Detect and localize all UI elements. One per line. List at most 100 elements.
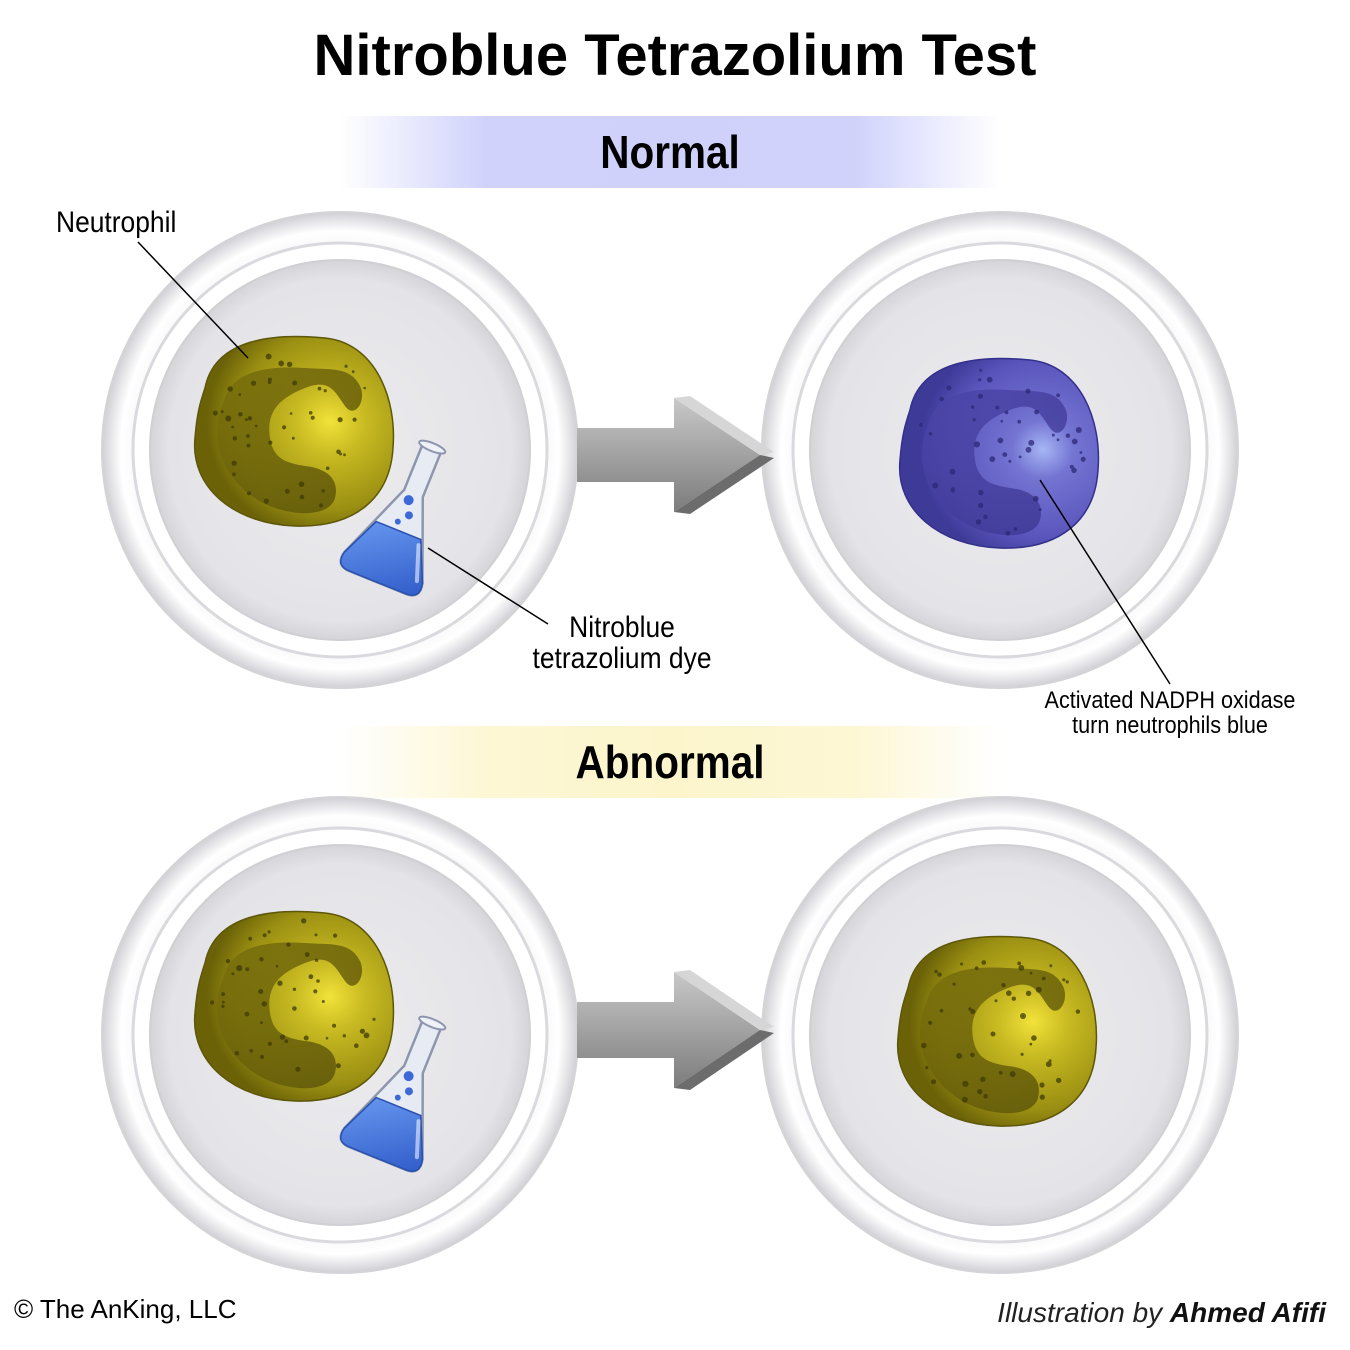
granule-dot bbox=[343, 453, 346, 457]
granule-dot bbox=[354, 1043, 359, 1048]
granule-dot bbox=[333, 933, 338, 938]
credit-prefix: Illustration by bbox=[997, 1297, 1170, 1328]
granule-dot bbox=[225, 958, 231, 964]
granule-dot bbox=[291, 436, 295, 440]
granule-dot bbox=[1045, 1061, 1052, 1068]
granule-dot bbox=[972, 418, 976, 422]
granule-dot bbox=[1051, 433, 1055, 437]
granule-dot bbox=[1034, 409, 1039, 415]
section-label-abnormal: Abnormal bbox=[575, 736, 765, 788]
granule-dot bbox=[250, 380, 257, 386]
granule-dot bbox=[1018, 455, 1022, 459]
granule-dot bbox=[1071, 467, 1077, 473]
flask-icon bbox=[339, 1015, 447, 1173]
granule-dot bbox=[304, 952, 310, 957]
granule-dot bbox=[995, 405, 1000, 410]
granule-dot bbox=[997, 437, 1004, 444]
granule-dot bbox=[344, 364, 348, 368]
granule-dot bbox=[1049, 964, 1053, 968]
granule-dot bbox=[246, 434, 250, 438]
granule-dot bbox=[1065, 433, 1071, 438]
granule-dot bbox=[1009, 1071, 1016, 1078]
granule-dot bbox=[1011, 996, 1016, 1001]
granule-dot bbox=[1008, 459, 1012, 463]
granule-dot bbox=[952, 982, 956, 986]
granule-dot bbox=[939, 1008, 944, 1013]
granule-dot bbox=[1025, 990, 1032, 996]
granule-dot bbox=[1039, 1094, 1045, 1100]
granule-dot bbox=[289, 412, 293, 415]
granule-dot bbox=[983, 514, 988, 520]
granule-dot bbox=[277, 980, 283, 986]
granule-dot bbox=[332, 1023, 337, 1028]
granule-dot bbox=[949, 468, 956, 475]
granule-dot bbox=[282, 425, 287, 430]
section-band-abnormal: Abnormal bbox=[340, 726, 1000, 798]
granule-dot bbox=[372, 1017, 376, 1021]
granule-dot bbox=[973, 441, 980, 448]
granule-dot bbox=[278, 360, 285, 367]
granule-dot bbox=[246, 491, 252, 496]
granule-dot bbox=[975, 519, 982, 525]
granule-dot bbox=[246, 443, 251, 448]
granule-dot bbox=[323, 389, 327, 393]
granule-dot bbox=[244, 418, 248, 422]
label-nadph-line1: Activated NADPH oxidase bbox=[1044, 687, 1296, 714]
granule-dot bbox=[986, 376, 993, 383]
granule-dot bbox=[286, 942, 291, 947]
granule-dot bbox=[921, 1042, 927, 1049]
granule-dot bbox=[1075, 1009, 1081, 1014]
credit-name: Ahmed Afifi bbox=[1169, 1297, 1326, 1328]
granule-dot bbox=[221, 992, 226, 997]
granule-dot bbox=[932, 482, 939, 489]
granule-dot bbox=[1048, 1059, 1052, 1063]
label-dye-line2: tetrazolium dye bbox=[532, 642, 712, 675]
granule-dot bbox=[970, 1009, 976, 1015]
granule-dot bbox=[238, 412, 243, 417]
granule-dot bbox=[968, 1007, 972, 1011]
granule-dot bbox=[284, 1039, 289, 1044]
granule-dot bbox=[919, 422, 923, 427]
granule-dot bbox=[227, 386, 233, 392]
granule-dot bbox=[316, 979, 320, 983]
granule-dot bbox=[1028, 439, 1035, 446]
granule-dot bbox=[319, 503, 323, 508]
granule-dot bbox=[313, 989, 318, 994]
granule-dot bbox=[225, 415, 232, 422]
granule-dot bbox=[970, 405, 975, 409]
granule-dot bbox=[212, 410, 218, 416]
granule-dot bbox=[295, 1066, 301, 1072]
neutrophil-yellow bbox=[896, 935, 1098, 1127]
granule-dot bbox=[1020, 1052, 1024, 1056]
granule-dot bbox=[979, 368, 983, 372]
granule-dot bbox=[310, 415, 315, 420]
granule-dot bbox=[931, 1079, 936, 1085]
label-nadph: Activated NADPH oxidase turn neutrophils… bbox=[1026, 688, 1314, 738]
granule-dot bbox=[1017, 419, 1022, 424]
granule-dot bbox=[220, 410, 224, 414]
granule-dot bbox=[301, 918, 307, 924]
granule-dot bbox=[238, 393, 242, 397]
granule-dot bbox=[260, 1021, 263, 1024]
granule-dot bbox=[1031, 1035, 1037, 1041]
granule-dot bbox=[1004, 410, 1009, 415]
neutrophil-blue bbox=[898, 357, 1100, 549]
page-title: Nitroblue Tetrazolium Test bbox=[313, 23, 1037, 88]
illustration-credit: Illustration by Ahmed Afifi bbox=[997, 1296, 1326, 1330]
granule-dot bbox=[248, 936, 253, 941]
granule-dot bbox=[245, 967, 250, 972]
granule-dot bbox=[978, 393, 983, 399]
granule-dot bbox=[1005, 530, 1011, 536]
flask-icon bbox=[339, 439, 447, 597]
granule-dot bbox=[950, 487, 955, 492]
granule-dot bbox=[937, 972, 942, 977]
label-dye-line1: Nitroblue bbox=[569, 611, 675, 644]
granule-dot bbox=[261, 1001, 267, 1007]
granule-dot bbox=[342, 1034, 346, 1038]
granule-dot bbox=[1079, 451, 1083, 454]
granule-dot bbox=[303, 1035, 309, 1041]
granule-dot bbox=[314, 958, 319, 962]
granule-dot bbox=[247, 416, 253, 421]
granule-dot bbox=[978, 489, 984, 496]
granule-dot bbox=[336, 449, 341, 455]
